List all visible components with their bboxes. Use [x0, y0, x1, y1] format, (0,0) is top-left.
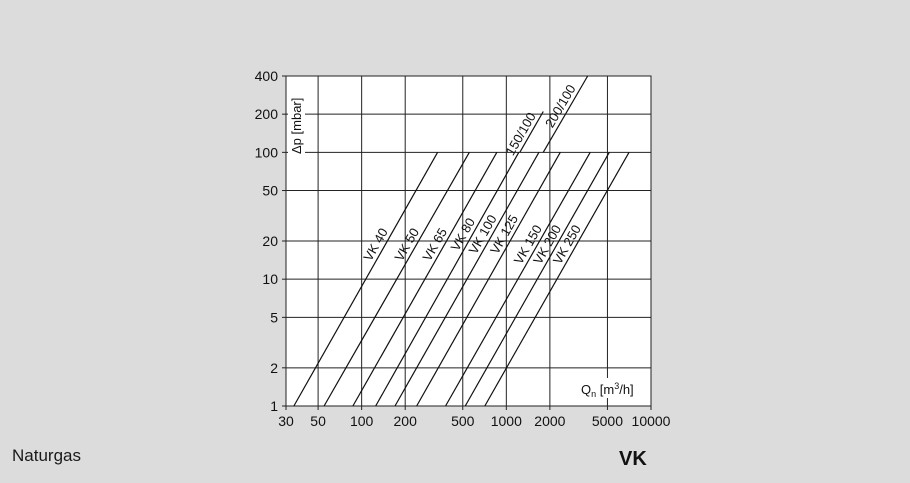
y-tick-label: 100: [255, 144, 279, 160]
x-tick-label: 200: [394, 413, 418, 429]
series-line-150-100: [519, 111, 544, 153]
series-line-vk-150: [445, 152, 591, 407]
y-tick-label: 50: [262, 183, 278, 199]
y-tick-label: 20: [262, 233, 278, 249]
y-axis-label: Δp [mbar]: [289, 98, 304, 154]
y-tick-label: 5: [270, 309, 278, 325]
y-tick-label: 400: [255, 68, 279, 84]
x-tick-label: 10000: [632, 413, 671, 429]
x-tick-label: 30: [278, 413, 294, 429]
series-line-vk-200: [464, 152, 610, 407]
y-tick-label: 200: [255, 106, 279, 122]
series-line-vk-125: [416, 152, 561, 407]
y-axis-label-background: [288, 78, 305, 156]
x-axis-label: Qn [m3/h]: [581, 381, 634, 399]
y-tick-label: 1: [270, 398, 278, 414]
x-tick-label: 1000: [491, 413, 522, 429]
gas-type-label: Naturgas: [12, 446, 81, 465]
series-line-vk-65: [352, 152, 498, 407]
series-line-vk-80: [375, 152, 520, 407]
series-line-vk-250: [484, 152, 630, 407]
x-tick-label: 100: [350, 413, 374, 429]
x-axis-label-background: [577, 378, 649, 398]
series-line-vk-40: [293, 152, 439, 407]
series-line-200-100: [542, 75, 589, 153]
product-series-label: VK: [619, 448, 647, 470]
x-tick-label: 2000: [534, 413, 565, 429]
series-line-vk-50: [323, 152, 470, 407]
y-tick-label: 10: [262, 271, 278, 287]
y-tick-label: 2: [270, 360, 278, 376]
series-line-vk-100: [394, 152, 540, 407]
x-tick-label: 500: [451, 413, 475, 429]
x-tick-label: 50: [310, 413, 326, 429]
x-tick-label: 5000: [592, 413, 623, 429]
